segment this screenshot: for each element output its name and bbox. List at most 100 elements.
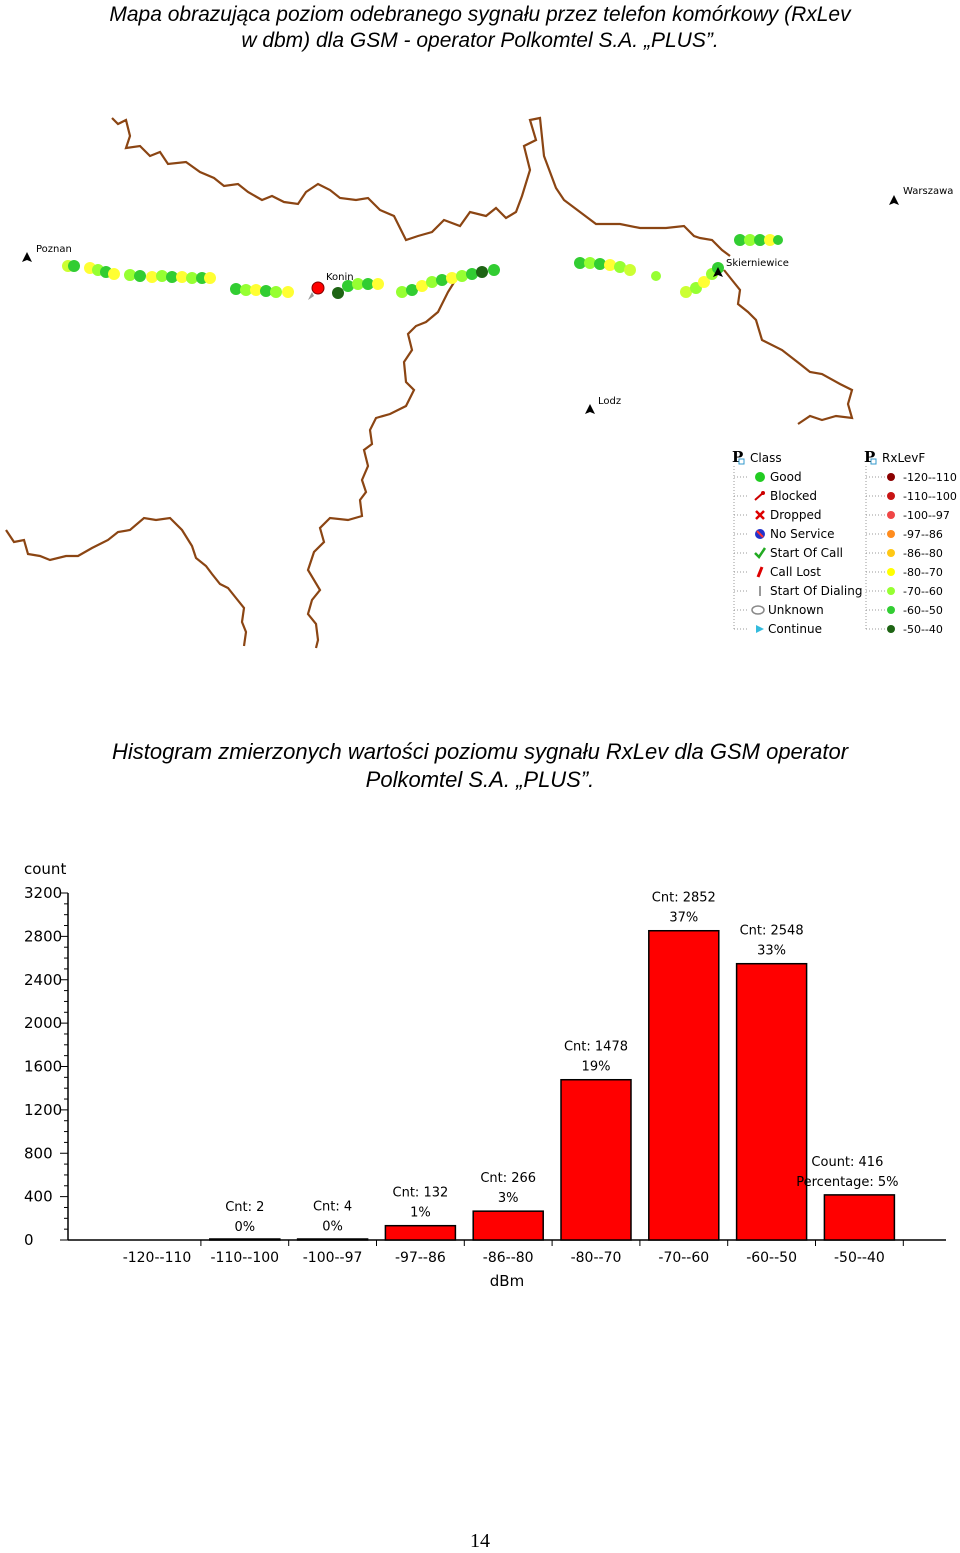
chart-caption: Histogram zmierzonych wartości poziomu s…	[0, 738, 960, 794]
y-tick-label: 3200	[24, 884, 62, 902]
unknown-icon	[751, 605, 765, 615]
y-tick-label: 1200	[24, 1101, 62, 1119]
rxlev-color-swatch-icon	[887, 568, 895, 576]
rxlev-color-swatch-icon	[887, 473, 895, 481]
rxlev-color-swatch-icon	[887, 511, 895, 519]
rxlev-legend-item-label: -80--70	[903, 566, 943, 579]
blocked-icon	[754, 491, 765, 501]
signal-map: Poznan Konin Warszawa Skierniewice Lodz …	[5, 116, 957, 649]
x-tick-label: -60--50	[746, 1250, 797, 1266]
chart-caption-line1: Histogram zmierzonych wartości poziomu s…	[111, 739, 849, 764]
bar-percent-label: 19%	[582, 1060, 611, 1075]
call-event-icon	[311, 281, 325, 295]
rxlev-legend-item-label: -50--40	[903, 623, 943, 636]
class-legend-item-label: Blocked	[770, 489, 817, 503]
page-number: 14	[470, 1530, 490, 1552]
chart-axes: count 0 400 800 1200 1600 2000 2400 2800 3200 -120…	[24, 860, 946, 1290]
rxlev-legend-item-label: -120--110	[903, 471, 957, 484]
class-legend-item-label: No Service	[770, 527, 834, 541]
x-tick-label: -80--70	[571, 1250, 622, 1266]
class-legend-item-label: Good	[770, 470, 802, 484]
class-legend-item-label: Unknown	[768, 603, 824, 617]
city-label-poznan: Poznan	[36, 244, 72, 255]
city-marker-poznan: Poznan	[22, 244, 72, 262]
plane-icon	[22, 252, 32, 262]
rxlev-legend-item-label: -100--97	[903, 509, 950, 522]
bar-percent-label: 1%	[410, 1206, 431, 1221]
border-east	[723, 269, 854, 425]
map-caption-line1: Mapa obrazująca poziom odebranego sygnał…	[109, 3, 851, 26]
bar-count-label: Cnt: 4	[313, 1200, 352, 1215]
chart-bar-labels: Cnt: 2 0% Cnt: 4 0% Cnt: 132 1% Cnt: 266 3% Cnt:…	[225, 891, 898, 1235]
bar-count-label: Cnt: 266	[480, 1171, 536, 1186]
call-lost-icon	[756, 566, 764, 578]
bar-count-label: Cnt: 2852	[652, 891, 716, 906]
legend-p-icon: P	[864, 448, 875, 466]
bar-percent-label: 37%	[669, 911, 698, 926]
city-label-warszawa: Warszawa	[903, 186, 953, 197]
rxlev-color-swatch-icon	[887, 549, 895, 557]
x-tick-label: -86--80	[483, 1250, 534, 1266]
histogram-bar	[648, 929, 720, 1241]
bar-percent-label: 33%	[757, 944, 786, 959]
rxlev-legend-item-label: -97--86	[903, 528, 943, 541]
histogram-bar	[735, 962, 808, 1241]
signal-track	[62, 234, 783, 299]
plane-icon	[889, 195, 899, 205]
cities: Poznan Konin Warszawa Skierniewice Lodz	[22, 186, 953, 414]
rxlev-color-swatch-icon	[887, 587, 895, 595]
class-legend-item-label: Start Of Call	[770, 546, 843, 560]
rxlev-legend-item-label: -60--50	[903, 604, 943, 617]
bar-count-label: Cnt: 2548	[740, 924, 804, 939]
city-marker-skierniewice: Skierniewice	[713, 258, 789, 277]
rxlev-legend: P RxLevF -120--110 -110--100 -100--97 -97--86…	[864, 448, 957, 636]
class-legend-item-label: Continue	[768, 622, 822, 636]
bar-percent-label: 0%	[322, 1220, 343, 1235]
histogram-bar	[296, 1238, 369, 1241]
legend-p-icon: P	[732, 448, 743, 466]
x-tick-label: -50--40	[834, 1250, 885, 1266]
x-axis-label: dBm	[490, 1272, 524, 1290]
y-tick-label: 2800	[24, 927, 62, 945]
city-label-skierniewice: Skierniewice	[726, 258, 789, 269]
y-tick-label: 2400	[24, 971, 62, 989]
voivodeship-borders	[5, 116, 854, 649]
x-tick-label: -70--60	[658, 1250, 709, 1266]
x-tick-label: -110--100	[210, 1250, 279, 1266]
dropped-icon	[755, 510, 765, 520]
bar-count-label: Cnt: 2	[225, 1200, 264, 1215]
class-legend-item-label: Dropped	[770, 508, 822, 522]
rxlev-legend-item-label: -70--60	[903, 585, 943, 598]
good-icon	[755, 472, 765, 482]
bar-count-label: Count: 416	[811, 1155, 883, 1170]
border-north	[111, 116, 731, 257]
city-label-lodz: Lodz	[598, 396, 621, 407]
bar-count-label: Cnt: 1478	[564, 1040, 628, 1055]
no-service-icon	[755, 529, 765, 539]
legend-node-icon	[738, 458, 745, 465]
track-segment-poznan-konin	[62, 260, 344, 299]
class-legend-title: Class	[750, 451, 782, 465]
y-tick-label: 800	[24, 1144, 53, 1162]
legend-node-icon	[870, 458, 877, 465]
y-axis-label: count	[24, 860, 66, 878]
rxlev-color-swatch-icon	[887, 606, 895, 614]
rxlev-legend-title: RxLevF	[882, 451, 925, 465]
rxlev-legend-item-label: -86--80	[903, 547, 943, 560]
y-tick-label: 0	[24, 1231, 34, 1249]
plane-icon	[585, 404, 595, 414]
class-legend-item-label: Start Of Dialing	[770, 584, 862, 598]
rxlev-color-swatch-icon	[887, 530, 895, 538]
x-tick-label: -100--97	[303, 1250, 363, 1266]
histogram-bar	[823, 1194, 896, 1241]
track-segment-skierniewice	[734, 234, 783, 246]
histogram-bar	[472, 1210, 544, 1241]
class-legend-item-label: Call Lost	[770, 565, 821, 579]
city-label-konin: Konin	[326, 272, 354, 283]
x-tick-label: -97--86	[395, 1250, 446, 1266]
y-tick-label: 2000	[24, 1014, 62, 1032]
rxlev-histogram: count 0 400 800 1200 1600 2000 2400 2800 3200 -120…	[24, 860, 946, 1290]
border-southwest	[5, 516, 248, 647]
map-caption-line2: w dbm) dla GSM - operator Polkomtel S.A.…	[241, 29, 719, 52]
rxlev-legend-item-label: -110--100	[903, 490, 957, 503]
